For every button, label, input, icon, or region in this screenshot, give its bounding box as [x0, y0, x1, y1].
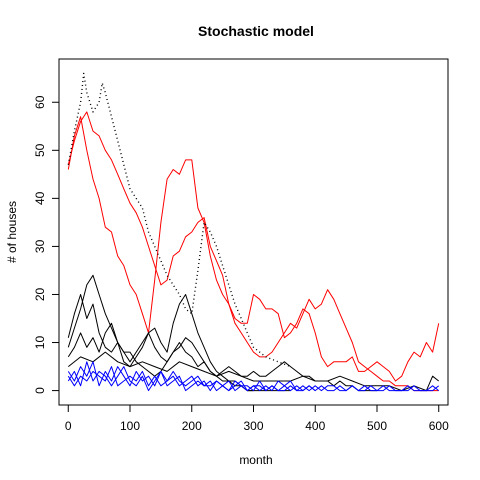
y-tick-label: 10: [33, 336, 47, 350]
x-tick-label: 0: [65, 419, 72, 433]
plot-lines: [67, 72, 440, 392]
x-tick-label: 500: [367, 419, 387, 433]
y-axis: 0 10 20 30 40 50 60: [33, 95, 60, 394]
plot-frame: [58, 58, 449, 406]
x-tick-label: 100: [120, 419, 140, 433]
series-line-1: [67, 116, 440, 382]
y-tick-label: 60: [33, 95, 47, 109]
x-tick-label: 200: [182, 419, 202, 433]
y-tick-label: 20: [33, 287, 47, 301]
x-axis: 0 100 200 300 400 500 600: [65, 404, 449, 433]
y-tick-label: 50: [33, 143, 47, 157]
y-tick-label: 40: [33, 191, 47, 205]
y-tick-label: 0: [33, 387, 47, 394]
series-line-5: [67, 294, 254, 392]
y-axis-label: # of houses: [5, 201, 19, 263]
x-tick-label: 300: [243, 419, 263, 433]
x-axis-label: month: [239, 453, 272, 467]
series-line-9: [67, 361, 440, 392]
series-line-2: [67, 111, 439, 392]
x-tick-label: 600: [429, 419, 449, 433]
chart-title: Stochastic model: [198, 23, 314, 39]
y-tick-label: 30: [33, 239, 47, 253]
series-line-10: [67, 366, 316, 392]
series-line-3: [67, 72, 291, 368]
x-tick-label: 400: [305, 419, 325, 433]
